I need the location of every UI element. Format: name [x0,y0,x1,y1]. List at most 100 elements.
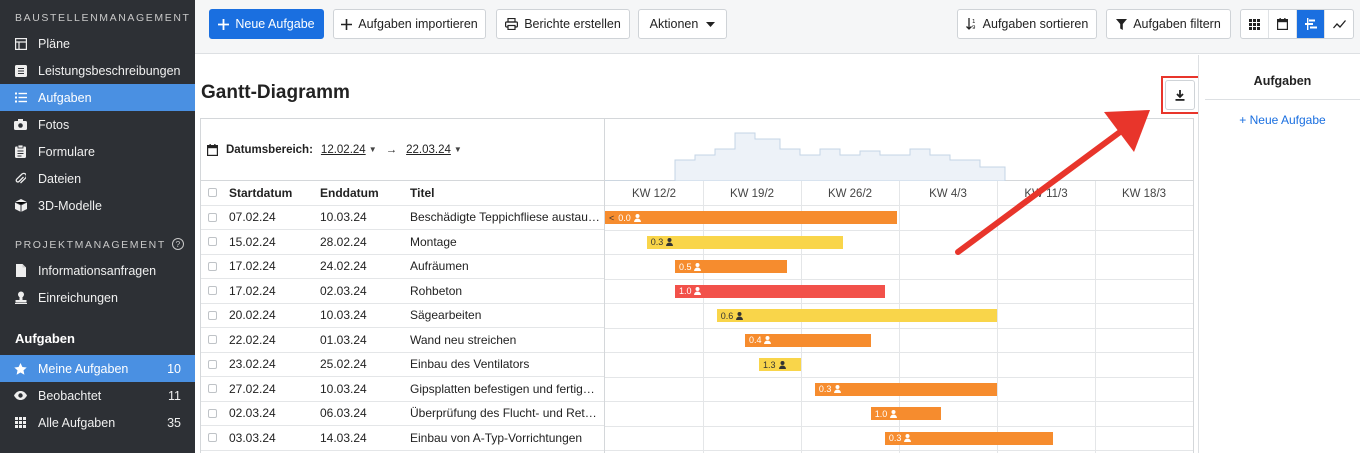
chart-view-icon[interactable] [1325,10,1353,38]
gantt-row: 1.3 [605,353,1193,378]
row-checkbox[interactable] [208,310,217,320]
start-date-cell: 23.02.24 [229,357,276,372]
sidebar-item-pläne[interactable]: Pläne [0,30,195,57]
table-row[interactable]: 20.02.24 10.03.24 Sägearbeiten [201,304,604,328]
gantt-bar[interactable]: <0.0 [605,211,897,224]
col-end-header[interactable]: Enddatum [320,185,379,200]
week-label: KW 12/2 [631,187,677,200]
add-task-link[interactable]: + Neue Aufgabe [1239,113,1326,127]
sidebar-item-fotos[interactable]: Fotos [0,111,195,138]
table-row[interactable]: 17.02.24 24.02.24 Aufräumen [201,255,604,279]
sidebar-item-label: Informationsanfragen [38,263,157,278]
table-row[interactable]: 07.02.24 10.03.24 Beschädigte Teppichflies… [201,206,604,230]
end-date-cell: 10.03.24 [320,381,367,396]
table-row[interactable]: 02.03.24 06.03.24 Überprüfung des Flucht- … [201,402,604,426]
row-checkbox[interactable] [208,433,217,443]
actions-dropdown[interactable]: Aktionen [638,9,727,39]
svg-text:1: 1 [972,19,976,25]
sidebar-item-count: 11 [168,388,181,403]
end-date-cell: 06.03.24 [320,406,367,421]
gantt-view-icon[interactable] [1297,10,1325,38]
gantt-bar[interactable]: 0.3 [884,431,1054,445]
row-checkbox[interactable] [208,212,217,222]
gantt-bar[interactable]: 0.3 [646,235,844,249]
eye-icon [14,389,27,402]
table-row[interactable]: 17.02.24 02.03.24 Rohbeton [201,279,604,304]
person-icon [834,385,842,393]
help-icon[interactable]: ? [171,238,184,250]
row-checkbox[interactable] [208,384,217,394]
download-button[interactable] [1165,80,1195,110]
date-arrow: → [385,143,398,156]
sidebar-item-label: Fotos [38,117,70,132]
table-row[interactable]: 22.02.24 01.03.24 Wand neu streichen [201,328,604,353]
date-to-select[interactable]: 22.03.24 [406,143,451,156]
import-tasks-label: Aufgaben importieren [358,17,478,31]
row-checkbox[interactable] [208,261,217,271]
gantt-bar[interactable]: 1.0 [870,407,941,420]
gantt-bar[interactable]: 1.3 [759,358,801,371]
title-cell: Rohbeton [410,283,463,298]
new-task-button[interactable]: Neue Aufgabe [209,9,324,39]
caret-down-icon: ▼ [368,145,377,154]
end-date-cell: 02.03.24 [320,283,367,298]
gantt-bar[interactable]: 0.3 [814,382,997,396]
table-row[interactable]: 03.03.24 14.03.24 Einbau von A-Typ-Vorrich… [201,426,604,451]
title-cell: Einbau von A-Typ-Vorrichtungen [410,430,583,445]
grid-view-icon[interactable] [1241,10,1269,38]
sidebar-item-informationsanfragen[interactable]: Informationsanfragen [0,257,195,284]
create-reports-button[interactable]: Berichte erstellen [496,9,630,39]
sidebar-item-3d-modelle[interactable]: 3D-Modelle [0,192,195,219]
sidebar-item-count: 10 [167,361,181,376]
bar-value: 0.3 [650,237,664,247]
sidebar-item-formulare[interactable]: Formulare [0,138,195,165]
col-start-header[interactable]: Startdatum [229,185,293,200]
week-label: KW 11/3 [1024,187,1068,200]
person-icon [694,262,702,271]
title-cell: Montage [410,234,457,249]
view-switcher [1240,9,1354,39]
table-row[interactable]: 23.02.24 25.02.24 Einbau des Ventilators [201,353,604,377]
title-cell: Einbau des Ventilators [410,357,530,372]
gantt-row: 1.0 [605,402,1193,427]
sidebar-item-einreichungen[interactable]: Einreichungen [0,284,195,311]
row-checkbox[interactable] [208,335,217,345]
select-all-checkbox[interactable] [208,188,217,198]
start-date-cell: 17.02.24 [229,259,276,274]
sidebar-item-label: Leistungsbeschreibungen [38,63,181,78]
sidebar-item-dateien[interactable]: Dateien [0,165,195,192]
right-panel-title: Aufgaben [1205,62,1360,100]
bar-value: 1.3 [763,359,776,370]
bar-value: 0.0 [618,212,631,223]
row-checkbox[interactable] [208,237,217,247]
toolbar: Neue Aufgabe Aufgaben importieren Berich… [195,0,1360,54]
sidebar-item-leistungsbeschreibungen[interactable]: Leistungsbeschreibungen [0,57,195,84]
gantt-bar[interactable]: 1.0 [674,284,885,298]
import-tasks-button[interactable]: Aufgaben importieren [333,9,486,39]
col-title-header[interactable]: Titel [410,185,435,200]
date-range-label: Datumsbereich: [226,143,313,156]
end-date-cell: 10.03.24 [320,308,367,323]
gantt-bar[interactable]: 0.6 [716,309,997,322]
gantt-bar[interactable]: 0.5 [674,260,787,273]
date-from-select[interactable]: 12.02.24 [320,143,366,156]
sidebar-item-label: Aufgaben [38,90,92,105]
sidebar-item-alle-aufgaben[interactable]: Alle Aufgaben 35 [0,409,195,436]
person-icon [736,311,744,320]
filter-tasks-button[interactable]: Aufgaben filtern [1106,9,1231,39]
table-row[interactable]: 27.02.24 10.03.24 Gipsplatten befestigen u… [201,377,604,402]
row-checkbox[interactable] [208,359,217,369]
gantt-bar[interactable]: 0.4 [744,333,871,347]
sidebar-item-meine-aufgaben[interactable]: Meine Aufgaben 10 [0,355,195,382]
calendar-view-icon[interactable] [1269,10,1297,38]
row-checkbox[interactable] [208,286,217,296]
sidebar-item-beobachtet[interactable]: Beobachtet 11 [0,382,195,409]
table-row[interactable]: 15.02.24 28.02.24 Montage [201,230,604,255]
start-date-cell: 27.02.24 [229,381,276,396]
stamp-icon [14,291,27,304]
section-title-projekt-label: PROJEKTMANAGEMENT [15,239,166,251]
row-checkbox[interactable] [208,408,217,418]
sidebar-item-aufgaben[interactable]: Aufgaben [0,84,195,111]
